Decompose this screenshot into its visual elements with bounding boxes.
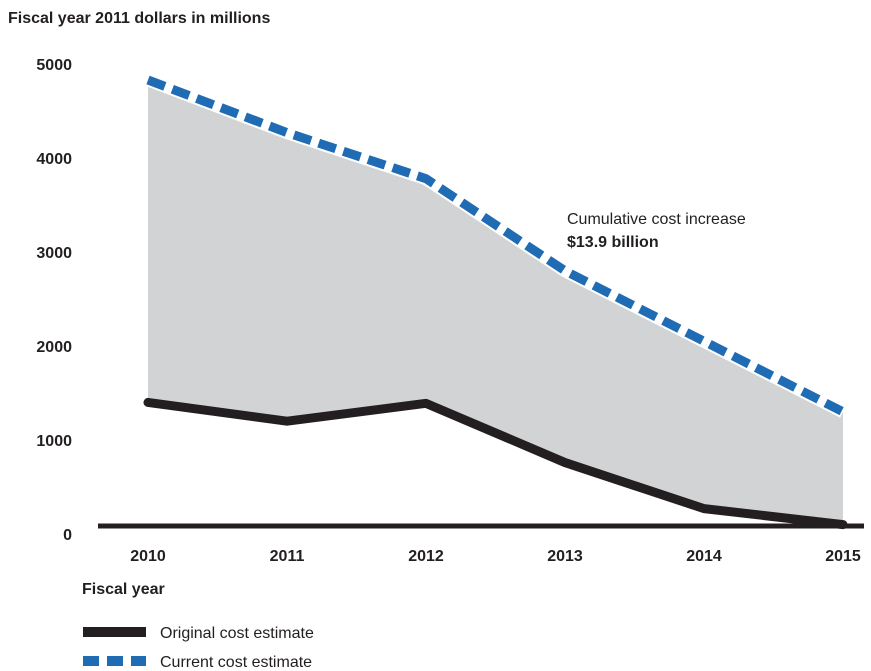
x-tick-label: 2013 [547, 548, 583, 565]
annotation-value: $13.9 billion [567, 234, 659, 251]
x-tick-label: 2011 [270, 548, 305, 565]
x-tick-label: 2015 [825, 548, 861, 565]
x-tick-label: 2010 [130, 548, 166, 565]
legend-label-current: Current cost estimate [160, 654, 312, 671]
original-cost-line [143, 397, 848, 530]
legend-swatch-original [83, 627, 146, 637]
legend-label-original: Original cost estimate [160, 625, 314, 642]
x-tick-label: 2012 [408, 548, 444, 565]
cost-increase-area [148, 79, 843, 525]
y-tick-label: 5000 [36, 57, 72, 74]
y-tick-label: 1000 [36, 433, 72, 450]
current-cost-line [146, 75, 846, 416]
y-tick-label: 0 [63, 527, 72, 544]
annotation-label: Cumulative cost increase [567, 211, 746, 228]
y-axis-ticks: 0 1000 2000 3000 4000 5000 [36, 57, 72, 544]
y-tick-label: 4000 [36, 151, 72, 168]
y-tick-label: 3000 [36, 245, 72, 262]
x-axis-ticks: 2010 2011 2012 2013 2014 2015 [130, 548, 861, 565]
legend: Original cost estimate Current cost esti… [83, 625, 314, 671]
y-axis-title: Fiscal year 2011 dollars in millions [8, 10, 270, 27]
y-tick-label: 2000 [36, 339, 72, 356]
x-tick-label: 2014 [686, 548, 722, 565]
x-axis-title: Fiscal year [82, 581, 165, 598]
